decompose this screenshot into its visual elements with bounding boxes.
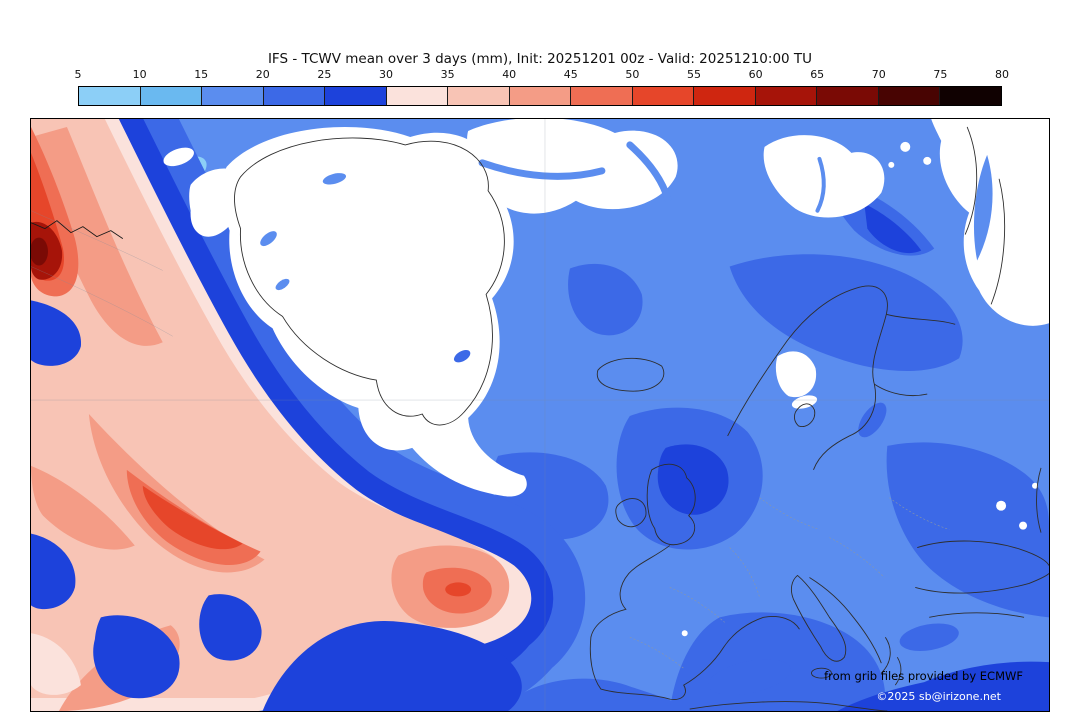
colorbar-tick-label: 80: [995, 68, 1009, 81]
colorbar-segment: [631, 87, 694, 105]
colorbar-segment: [693, 87, 755, 105]
colorbar-tick-label: 55: [686, 68, 701, 81]
colorbar-tick-label: 5: [74, 68, 82, 81]
colorbar-tick-label: 75: [933, 68, 948, 81]
colorbar-tick-label: 45: [563, 68, 578, 81]
colorbar-tick-label: 65: [810, 68, 825, 81]
colorbar-segment: [508, 87, 571, 105]
arctic-sea-channels: [260, 141, 993, 363]
colorbar-segment: [79, 87, 140, 105]
colorbar-tick-label: 25: [317, 68, 332, 81]
colorbar-segment: [754, 87, 817, 105]
warm-core-blob: [391, 545, 510, 628]
credit-irizone: ©2025 sb@irizone.net: [876, 690, 1001, 703]
coastlines: [31, 126, 1049, 711]
tcwv-map-svg: [31, 119, 1049, 711]
country-borders: [629, 497, 950, 670]
colorbar-gradient: [78, 86, 1002, 106]
colorbar-segment: [939, 87, 1001, 105]
colorbar-segment: [324, 87, 386, 105]
graticule: [31, 119, 1049, 711]
deep-blue-patches: [31, 300, 1049, 711]
chart-title: IFS - TCWV mean over 3 days (mm), Init: …: [267, 51, 813, 67]
colorbar-tick-label: 50: [625, 68, 640, 81]
colorbar-tick-labels: 5 10 15 20 25 30 35 40 45 50 55 60 65 70 75 80: [74, 68, 1010, 84]
colorbar-segment: [139, 87, 202, 105]
colorbar-tick-label: 10: [132, 68, 147, 81]
colorbar-segment: [877, 87, 940, 105]
map-area: from grib files provided by ECMWF ©2025 …: [30, 118, 1050, 712]
credit-ecmwf: from grib files provided by ECMWF: [824, 669, 1023, 683]
colorbar-segment: [385, 87, 448, 105]
colorbar-tick-label: 40: [502, 68, 517, 81]
dry-white-areas: [163, 119, 1049, 637]
colorbar-segment: [262, 87, 325, 105]
colorbar-tick-label: 15: [194, 68, 209, 81]
colorbar-tick-label: 60: [748, 68, 763, 81]
colorbar-segment: [447, 87, 509, 105]
colorbar-segment: [816, 87, 878, 105]
colorbar-tick-label: 20: [255, 68, 270, 81]
colorbar-tick-label: 30: [378, 68, 393, 81]
colorbar-segment: [570, 87, 632, 105]
colorbar: 5 10 15 20 25 30 35 40 45 50 55 60 65 70 75 80: [74, 68, 1010, 106]
colorbar-tick-label: 35: [440, 68, 455, 81]
colorbar-tick-label: 70: [871, 68, 886, 81]
colorbar-segment: [201, 87, 263, 105]
